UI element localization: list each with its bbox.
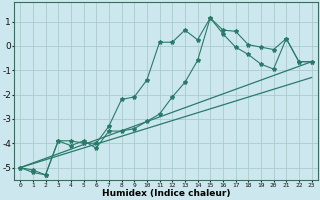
X-axis label: Humidex (Indice chaleur): Humidex (Indice chaleur) — [102, 189, 230, 198]
